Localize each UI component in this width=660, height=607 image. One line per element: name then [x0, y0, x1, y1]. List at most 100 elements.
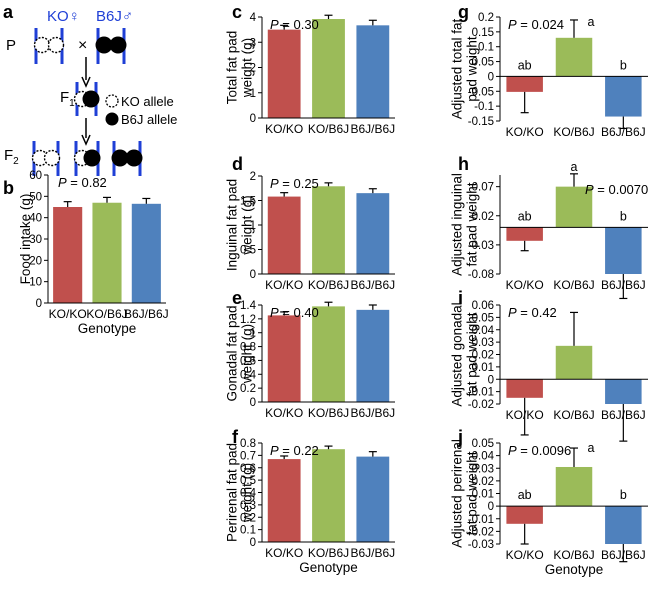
p-value-label: P = 0.40: [270, 305, 319, 320]
y-tick-label: 0.05: [472, 312, 494, 324]
panel-letter-g: g: [458, 2, 469, 22]
bar-ko-ko: [267, 29, 301, 118]
y-tick-label: 0.5: [240, 245, 256, 257]
x-tick-label: B6J/B6J: [350, 406, 395, 420]
x-tick-label: B6J/B6J: [350, 546, 395, 560]
ko-allele-icon: [33, 36, 51, 54]
y-tick-label: 0.2: [240, 383, 256, 395]
y-axis-label: pad weight: [465, 36, 480, 102]
f2-b6j-b6j-chromosomes: [111, 141, 143, 176]
y-tick-label: 0.01: [472, 362, 494, 374]
f1-chromosomes: [73, 82, 100, 116]
bar-b6j-b6j: [605, 379, 642, 404]
y-tick-label: 30: [29, 234, 42, 246]
x-tick-label: KO/B6J: [553, 125, 594, 139]
panel-letter-h: h: [458, 154, 469, 174]
y-axis-label: Gonadal fat pad: [225, 305, 240, 401]
y-tick-label: 0.04: [472, 451, 495, 463]
bar-ko-b6j: [555, 466, 593, 507]
ko-allele-icon: [47, 36, 65, 54]
bar-b6j-b6j: [131, 203, 161, 303]
significance-letter: ab: [518, 488, 532, 502]
panel-letter-e: e: [232, 288, 242, 308]
y-tick-label: 0: [250, 269, 256, 281]
y-tick-label: 1: [250, 328, 256, 340]
y-axis-label: weight (g): [240, 324, 255, 384]
legend-b6j-allele: B6J allele: [121, 112, 177, 127]
x-tick-label: KO/B6J: [553, 548, 594, 562]
y-tick-label: 2: [250, 171, 256, 183]
x-tick-label: B6J/B6J: [601, 548, 646, 562]
bar-ko-ko: [267, 459, 301, 542]
y-tick-label: -0.03: [468, 240, 494, 252]
y-tick-label: 0.04: [472, 325, 495, 337]
f2-ko-b6j-chromosomes: [73, 141, 101, 176]
panel-letter-j: j: [457, 427, 463, 447]
significance-letter: b: [620, 58, 627, 72]
y-tick-label: 0: [488, 501, 494, 513]
y-tick-label: 0: [250, 113, 256, 125]
y-tick-label: 0.2: [240, 512, 256, 524]
bar-ko-b6j: [555, 186, 593, 228]
bar-b6j-b6j: [605, 76, 642, 117]
y-tick-label: 50: [29, 191, 42, 203]
bar-ko-ko: [267, 196, 301, 274]
y-tick-label: 0.06: [472, 300, 494, 312]
bar-ko-ko: [506, 379, 543, 398]
b6j-allele-icon: [109, 36, 127, 54]
y-axis-label: Perirenal fat pad: [225, 443, 240, 542]
y-tick-label: -0.03: [468, 539, 494, 551]
x-tick-label: B6J/B6J: [350, 278, 395, 292]
y-tick-label: -0.02: [468, 526, 494, 538]
x-tick-label: KO/KO: [506, 408, 544, 422]
y-tick-label: 0.4: [240, 488, 257, 500]
x-tick-label: KO/B6J: [553, 408, 594, 422]
y-tick-label: 60: [29, 170, 42, 182]
bar-ko-b6j: [555, 345, 593, 380]
y-tick-label: 0.15: [472, 27, 494, 39]
x-tick-label: KO/KO: [265, 278, 303, 292]
x-axis-label: Genotype: [545, 562, 604, 577]
y-tick-label: 1: [250, 88, 256, 100]
p-value-label: P = 0.22: [270, 443, 319, 458]
cross-symbol: ×: [78, 37, 87, 54]
p-value-label: P = 0.25: [270, 176, 319, 191]
p-value-label: P = 0.0070: [585, 182, 648, 197]
y-tick-label: 0.02: [472, 350, 494, 362]
y-tick-label: 2: [250, 63, 256, 75]
bar-b6j-b6j: [356, 193, 390, 274]
bar-ko-ko: [53, 207, 83, 303]
p-value-label: P = 0.024: [508, 17, 564, 32]
legend-b6j-allele-icon: [105, 112, 119, 126]
y-axis-label: Food intake (g): [18, 194, 33, 285]
y-axis-label: fat pad weight: [465, 451, 480, 535]
significance-letter: b: [620, 209, 627, 223]
x-tick-label: KO/B6J: [308, 406, 349, 420]
panel-letter-i: i: [458, 288, 463, 308]
y-tick-label: 0.02: [472, 476, 494, 488]
x-tick-label: KO/KO: [265, 406, 303, 420]
significance-letter: a: [588, 15, 595, 29]
x-tick-label: KO/KO: [506, 548, 544, 562]
y-axis-label: Adjusted gonadal: [450, 302, 465, 406]
bar-ko-b6j: [92, 202, 122, 303]
y-tick-label: -0.08: [468, 269, 494, 281]
bar-ko-b6j: [312, 306, 345, 402]
y-tick-label: 40: [29, 213, 42, 225]
y-tick-label: 0.3: [240, 500, 256, 512]
bar-ko-b6j: [312, 449, 345, 542]
y-tick-label: 0: [250, 397, 256, 409]
y-tick-label: 10: [29, 277, 42, 289]
y-tick-label: 0.01: [472, 489, 494, 501]
x-tick-label: KO/KO: [506, 278, 544, 292]
y-tick-label: 0: [488, 374, 494, 386]
chart-panel-b: b 0 10 20 30 40 50 60 Food intake (g) KO/KO KO/B6J…: [3, 170, 169, 336]
ko-ko-parent-chromosomes: [33, 28, 65, 64]
y-axis-label: weight (g): [240, 38, 255, 98]
y-tick-label: 0.8: [240, 342, 256, 354]
y-tick-label: 0.2: [478, 12, 494, 24]
y-axis-label: fat pad weight: [465, 312, 480, 396]
